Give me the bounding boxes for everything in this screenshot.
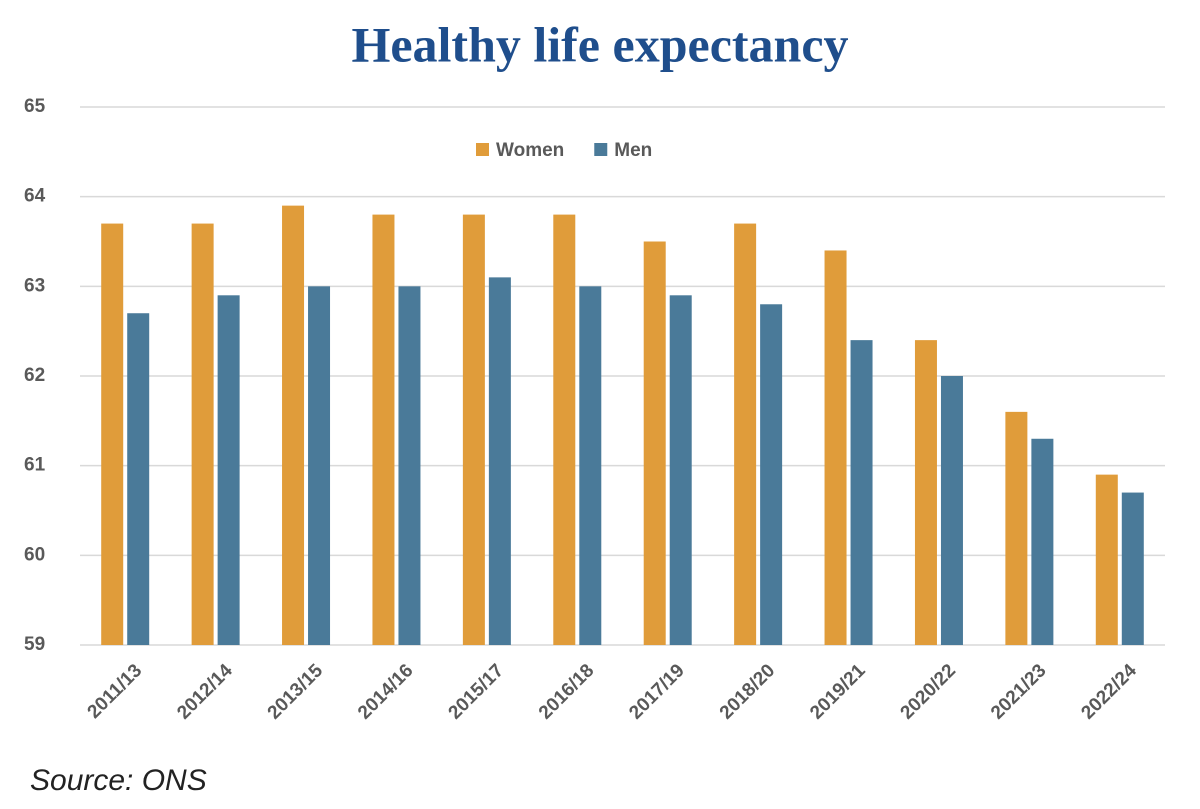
- bar: [643, 241, 666, 645]
- bar: [1031, 438, 1054, 645]
- legend-swatch: [594, 143, 608, 156]
- bar: [127, 313, 150, 645]
- bar: [940, 376, 963, 645]
- bar: [1005, 411, 1028, 645]
- y-tick-label: 63: [24, 275, 45, 296]
- x-tick-label: 2021/23: [987, 660, 1050, 723]
- bar: [850, 340, 873, 645]
- bar: [734, 223, 757, 646]
- bar: [579, 286, 602, 645]
- bar: [101, 223, 124, 646]
- bar: [1121, 492, 1144, 645]
- x-tick-label: 2017/19: [625, 660, 688, 723]
- bar: [282, 205, 305, 645]
- source-note: Source: ONS: [30, 764, 207, 797]
- x-tick-label: 2012/14: [173, 660, 237, 724]
- bar: [488, 277, 511, 645]
- bar: [462, 214, 485, 645]
- bar: [398, 286, 421, 645]
- legend-label: Men: [614, 140, 652, 161]
- chart-title: Healthy life expectancy: [351, 16, 848, 72]
- y-tick-label: 60: [24, 544, 45, 565]
- legend-swatch: [476, 143, 489, 156]
- x-tick-label: 2020/22: [897, 660, 960, 723]
- x-tick-label: 2015/17: [445, 660, 508, 723]
- x-tick-label: 2018/20: [716, 660, 779, 723]
- x-tick-label: 2022/24: [1077, 660, 1141, 724]
- bar: [372, 214, 395, 645]
- y-tick-label: 61: [24, 455, 46, 476]
- y-tick-label: 65: [24, 96, 46, 117]
- x-tick-label: 2013/15: [264, 660, 328, 724]
- bar: [669, 295, 692, 645]
- y-tick-label: 62: [24, 365, 45, 386]
- legend-label: Women: [496, 140, 564, 161]
- x-tick-label: 2014/16: [354, 660, 417, 723]
- bar: [1095, 474, 1118, 645]
- y-tick-label: 64: [24, 186, 46, 207]
- bar: [217, 295, 240, 645]
- bar: [553, 214, 576, 645]
- y-tick-label: 59: [24, 634, 45, 655]
- bar: [914, 340, 937, 645]
- bar: [191, 223, 214, 646]
- x-tick-label: 2016/18: [535, 660, 598, 723]
- bar: [308, 286, 331, 645]
- bar: [824, 250, 847, 645]
- bar: [760, 304, 783, 645]
- x-tick-label: 2019/21: [806, 660, 870, 724]
- x-tick-label: 2011/13: [84, 660, 147, 723]
